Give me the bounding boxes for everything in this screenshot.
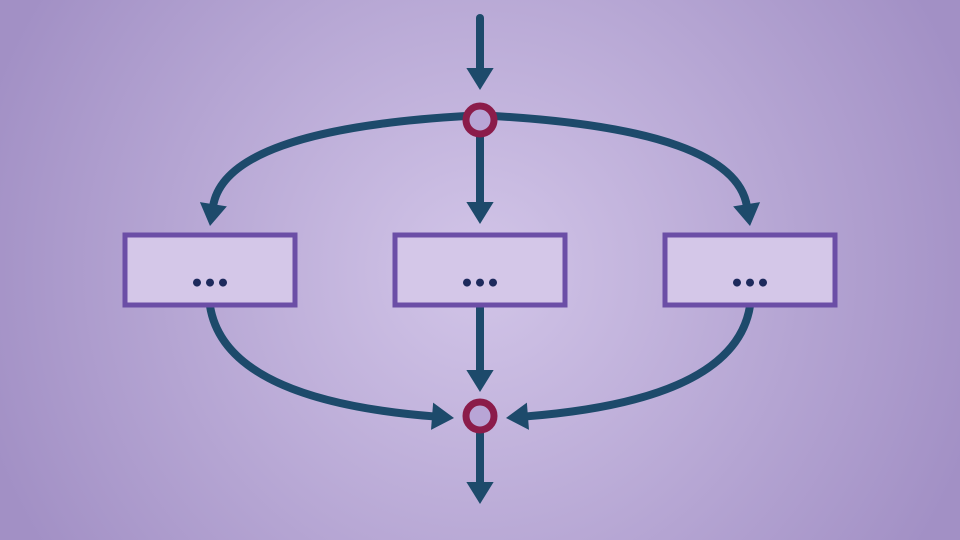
ellipsis-dot-icon <box>476 279 484 287</box>
parallel-flow-diagram <box>0 0 960 540</box>
ellipsis-dot-icon <box>463 279 471 287</box>
ellipsis-dot-icon <box>206 279 214 287</box>
process-box-right <box>665 235 835 305</box>
ellipsis-dot-icon <box>759 279 767 287</box>
process-box-left <box>125 235 295 305</box>
ellipsis-dot-icon <box>733 279 741 287</box>
fork-node <box>466 106 494 134</box>
ellipsis-dot-icon <box>489 279 497 287</box>
ellipsis-dot-icon <box>219 279 227 287</box>
process-box-center <box>395 235 565 305</box>
join-node <box>466 402 494 430</box>
ellipsis-dot-icon <box>193 279 201 287</box>
ellipsis-dot-icon <box>746 279 754 287</box>
